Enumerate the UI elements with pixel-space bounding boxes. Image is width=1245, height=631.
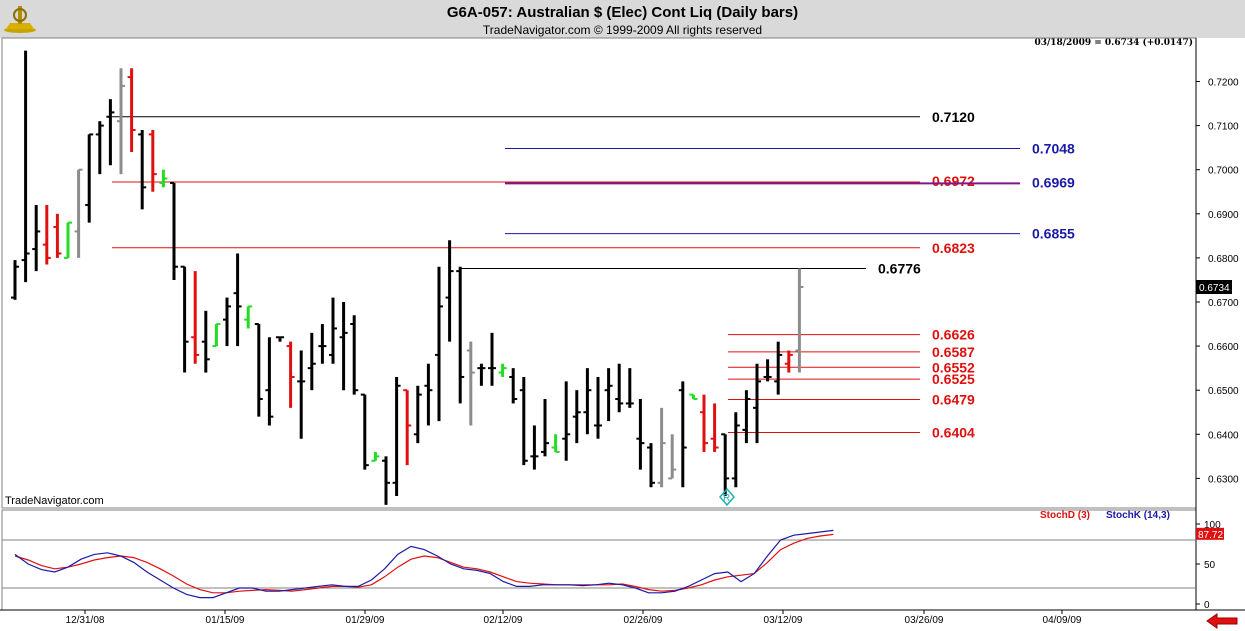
y-tick-label: 0.6900 [1208, 210, 1239, 221]
x-tick-label: 02/12/09 [484, 615, 523, 626]
ship-wheel-icon [4, 6, 36, 33]
level-label-0.6776: 0.6776 [878, 260, 921, 276]
level-label-0.6972: 0.6972 [932, 173, 975, 189]
stochk-legend: StochK (14,3) [1106, 510, 1170, 521]
y-tick-label: 0.6500 [1208, 386, 1239, 397]
y-tick-label: 0.7200 [1208, 77, 1239, 88]
x-tick-label: 03/26/09 [905, 615, 944, 626]
stoch-y-tick-label: 0 [1204, 600, 1210, 611]
level-label-0.6552: 0.6552 [932, 359, 975, 375]
y-tick-label: 0.6700 [1208, 298, 1239, 309]
x-tick-label: 01/29/09 [346, 615, 385, 626]
stoch-last-marker [1196, 527, 1224, 540]
y-tick-label: 0.6400 [1208, 430, 1239, 441]
y-tick-label: 0.6300 [1208, 474, 1239, 485]
level-label-0.7048: 0.7048 [1032, 141, 1075, 157]
level-label-0.6969: 0.6969 [1032, 174, 1075, 190]
level-label-0.6525: 0.6525 [932, 371, 975, 387]
level-label-0.6855: 0.6855 [1032, 226, 1075, 242]
level-label-0.6823: 0.6823 [932, 240, 975, 256]
stoch-last-label: 87.72 [1198, 530, 1223, 541]
x-tick-label: 12/31/08 [66, 615, 105, 626]
x-tick-label: 03/12/09 [764, 615, 803, 626]
level-label-0.7120: 0.7120 [932, 109, 975, 125]
r-diamond-letter: R [723, 493, 730, 504]
level-label-0.6404: 0.6404 [932, 425, 975, 441]
x-tick-label: 01/15/09 [206, 615, 245, 626]
chart-subtitle: TradeNavigator.com © 1999-2009 All right… [482, 23, 763, 37]
y-tick-label: 0.6600 [1208, 342, 1239, 353]
level-label-0.6626: 0.6626 [932, 327, 975, 343]
red-left-arrow-icon[interactable] [1205, 612, 1239, 630]
last-price-note: 03/18/2009 = 0.6734 (+0.0147) [1034, 38, 1193, 48]
watermark-text: TradeNavigator.com [5, 495, 104, 507]
x-tick-label: 04/09/09 [1043, 615, 1082, 626]
stoch-y-tick-label: 50 [1204, 560, 1216, 571]
last-price-marker [1196, 280, 1232, 294]
y-tick-label: 0.6800 [1208, 254, 1239, 265]
last-price-label: 0.6734 [1199, 283, 1230, 294]
level-label-0.6479: 0.6479 [932, 391, 975, 407]
r-diamond-shape [719, 487, 735, 507]
stochastic-panel-frame [1, 509, 1197, 611]
stochd-legend: StochD (3) [1040, 510, 1090, 521]
level-label-0.6587: 0.6587 [932, 344, 975, 360]
x-tick-label: 02/26/09 [624, 615, 663, 626]
stochk-line [14, 529, 834, 599]
chart-title: G6A-057: Australian $ (Elec) Cont Liq (D… [446, 4, 799, 21]
chart-header [0, 0, 1245, 38]
stoch-y-tick-label: 100 [1204, 520, 1221, 531]
y-tick-label: 0.7100 [1208, 122, 1239, 133]
stochd-line [14, 533, 834, 594]
y-tick-label: 0.7000 [1208, 166, 1239, 177]
